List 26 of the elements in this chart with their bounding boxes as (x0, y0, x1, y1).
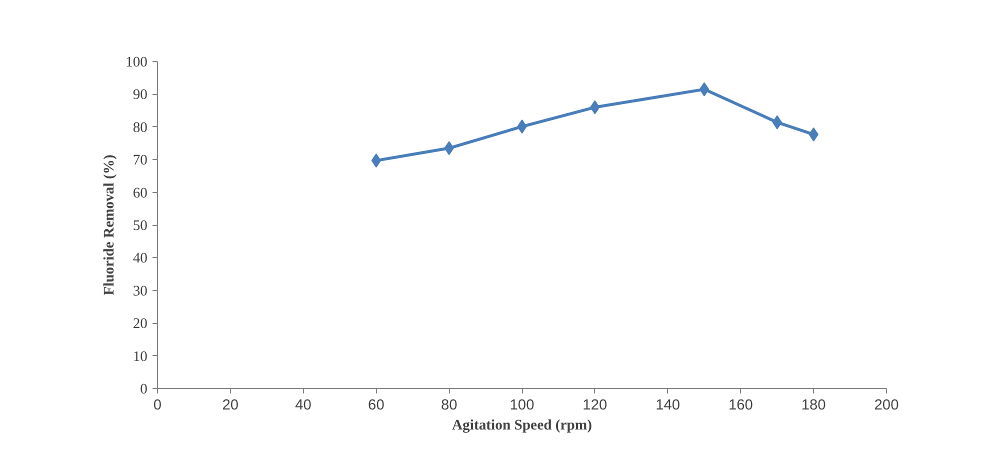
y-tick-label: 20 (132, 316, 148, 332)
y-tick-label: 100 (126, 54, 148, 70)
point (699, 82, 710, 96)
y-tick-label: 60 (132, 185, 148, 202)
x-tick-label: 40 (295, 398, 312, 414)
y-tick-label: 70 (132, 152, 148, 169)
x-tick-label: 80 (440, 398, 458, 414)
y-tick-label: 90 (132, 87, 148, 104)
y-tick-label: 50 (132, 218, 148, 234)
y-tick-label: 10 (132, 348, 148, 365)
x-tick-label: 100 (510, 398, 534, 414)
y-axis-title: Fluoride Removal (%) (102, 154, 118, 296)
x-tick-label: 120 (582, 398, 608, 414)
x-axis-title: Agitation Speed (rpm) (452, 418, 592, 434)
y-tick-label: 0 (140, 382, 148, 398)
y-tick-label: 30 (132, 283, 148, 300)
y-tick-label: 40 (132, 250, 148, 267)
x-tick-label: 140 (656, 398, 680, 414)
point (371, 154, 382, 168)
x-tick-label: 60 (368, 398, 384, 414)
x-tick-label: 200 (874, 398, 899, 414)
y-tick-label: 80 (132, 120, 148, 136)
x-tick-label: 180 (801, 398, 826, 414)
x-tick-label: 160 (728, 398, 753, 414)
x-tick-label: 20 (222, 398, 239, 414)
x-tick-label: 0 (153, 398, 162, 414)
